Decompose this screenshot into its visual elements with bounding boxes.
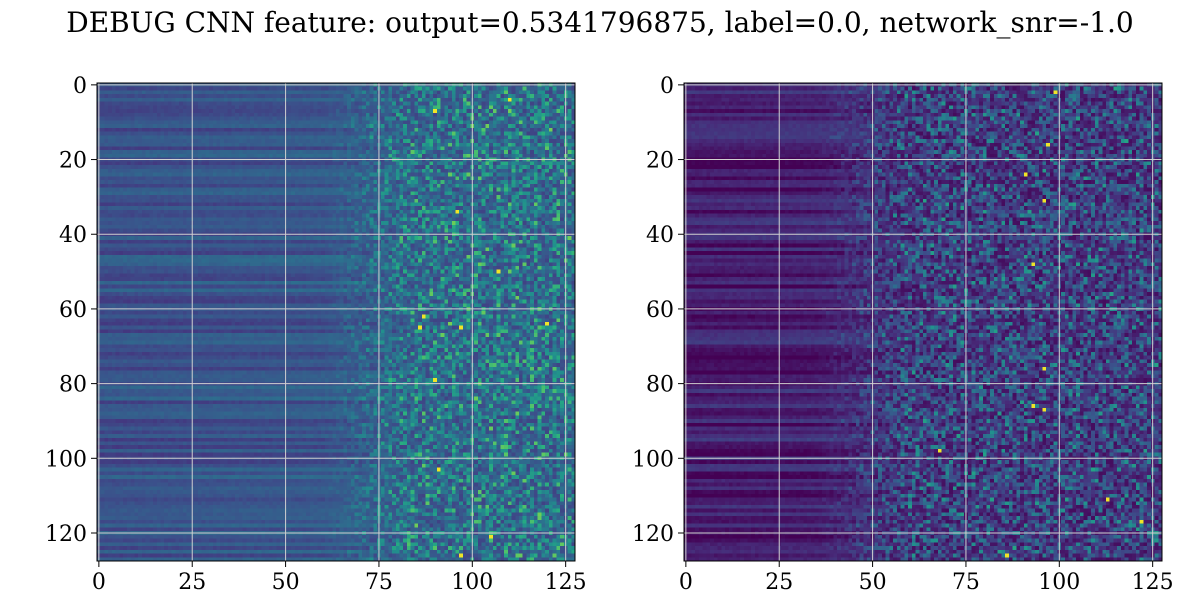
x-tick-label: 125 xyxy=(1132,570,1174,595)
y-tick-label: 80 xyxy=(646,373,674,398)
heatmap-image xyxy=(97,83,575,561)
y-tick-label: 120 xyxy=(632,522,674,547)
y-tick-label: 0 xyxy=(660,74,674,99)
figure-title: DEBUG CNN feature: output=0.5341796875, … xyxy=(66,6,1134,39)
x-tick-label: 50 xyxy=(272,570,300,595)
heatmap-image xyxy=(684,83,1162,561)
axes-frame xyxy=(96,82,576,562)
x-tick-label: 75 xyxy=(365,570,393,595)
x-tick-label: 100 xyxy=(1038,570,1080,595)
y-tick-label: 60 xyxy=(646,298,674,323)
x-tick-label: 0 xyxy=(679,570,693,595)
y-tick-label: 60 xyxy=(59,298,87,323)
y-tick-label: 40 xyxy=(646,223,674,248)
x-tick-label: 25 xyxy=(178,570,206,595)
x-tick-label: 125 xyxy=(545,570,587,595)
axes-frame xyxy=(683,82,1163,562)
x-tick-label: 75 xyxy=(952,570,980,595)
y-tick-label: 20 xyxy=(646,149,674,174)
x-tick-label: 25 xyxy=(765,570,793,595)
y-tick-label: 100 xyxy=(45,447,87,472)
x-tick-label: 100 xyxy=(451,570,493,595)
y-tick-label: 20 xyxy=(59,149,87,174)
x-tick-label: 50 xyxy=(859,570,887,595)
y-tick-label: 120 xyxy=(45,522,87,547)
y-tick-label: 0 xyxy=(73,74,87,99)
x-tick-label: 0 xyxy=(92,570,106,595)
y-tick-label: 80 xyxy=(59,373,87,398)
y-tick-label: 40 xyxy=(59,223,87,248)
y-tick-label: 100 xyxy=(632,447,674,472)
